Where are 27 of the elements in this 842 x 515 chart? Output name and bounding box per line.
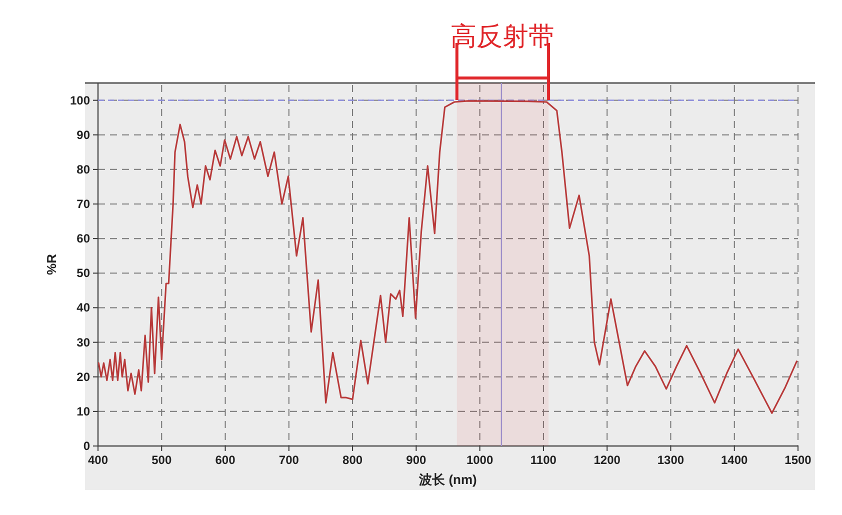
y-tick-label: 50 [76,266,90,280]
y-tick-label: 40 [76,300,90,315]
y-tick-label: 0 [83,439,90,453]
band-label: 高反射带 [450,21,555,51]
y-tick-label: 60 [76,232,90,246]
y-axis-title: %R [44,253,59,275]
x-tick-label: 400 [88,453,108,467]
y-tick-label: 10 [76,404,90,418]
x-tick-label: 1200 [594,453,621,467]
y-tick-label: 70 [76,197,90,211]
y-tick-label: 100 [70,93,90,108]
y-tick-label: 30 [76,335,90,350]
x-tick-label: 700 [278,453,300,467]
y-tick-label: 20 [76,370,90,384]
line-series [98,100,798,414]
x-tick-label: 900 [406,453,427,467]
x-tick-label: 1300 [657,453,684,467]
x-tick-label: 1000 [466,453,494,467]
x-tick-label: 1100 [530,453,557,467]
x-tick-label: 1400 [721,453,748,467]
x-axis-title: 波长 (nm) [418,472,477,487]
x-tick-label: 500 [152,453,172,467]
x-tick-label: 1500 [784,453,812,467]
y-tick-label: 90 [76,128,90,142]
y-tick-label: 80 [76,162,90,176]
x-tick-label: 600 [215,453,236,467]
x-tick-label: 800 [342,453,363,467]
